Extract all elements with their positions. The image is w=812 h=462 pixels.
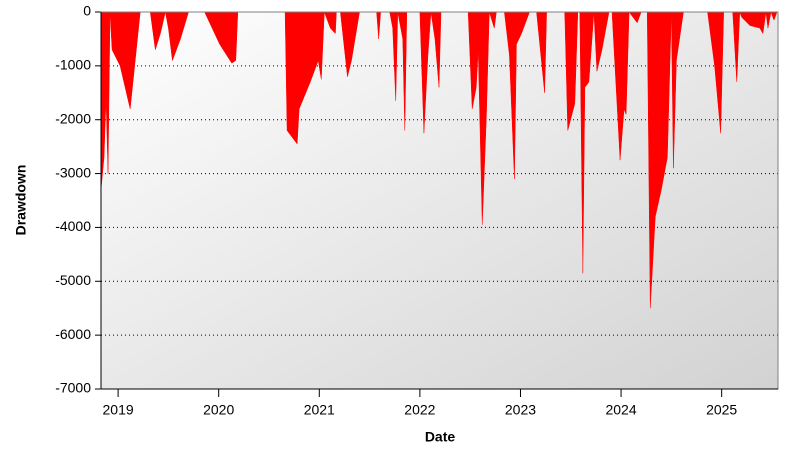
y-tick-label: -4000 [55,218,91,234]
x-tick-label: 2023 [505,402,536,418]
y-tick-label: -1000 [55,57,91,73]
y-tick-label: -2000 [55,110,91,126]
y-tick-label: -6000 [55,326,91,342]
y-axis-label: Drawdown [13,165,29,236]
y-tick-label: -5000 [55,272,91,288]
x-tick-label: 2019 [103,402,134,418]
drawdown-area [100,11,778,309]
x-axis-label: Date [425,429,456,445]
x-tick-label: 2022 [404,402,435,418]
x-tick-label: 2020 [203,402,234,418]
y-tick-label: -7000 [55,380,91,396]
x-tick-label: 2021 [304,402,335,418]
x-tick-label: 2024 [605,402,636,418]
y-tick-label: 0 [83,3,91,19]
x-tick-label: 2025 [706,402,737,418]
y-tick-label: -3000 [55,164,91,180]
